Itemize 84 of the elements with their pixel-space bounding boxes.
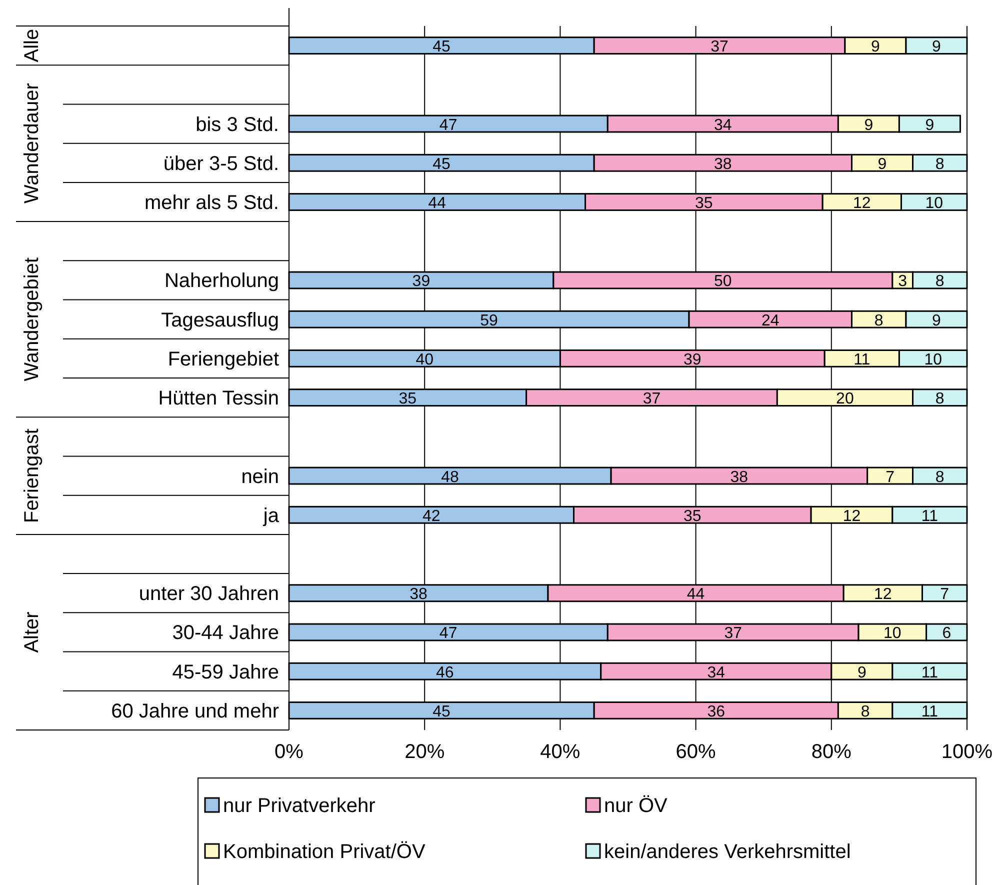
- y-tick-label: ja: [262, 504, 280, 527]
- data-label: 8: [935, 390, 944, 408]
- data-label: 46: [436, 664, 454, 682]
- data-label: 12: [874, 586, 892, 604]
- data-label: 39: [684, 351, 702, 368]
- text: Alter: [21, 611, 43, 653]
- data-label: 36: [707, 703, 726, 720]
- legend-label: nur Privatverkehr: [223, 795, 376, 817]
- data-label: 35: [695, 195, 713, 212]
- data-label: 37: [724, 625, 742, 642]
- y-tick-label: 30-44 Jahre: [172, 622, 279, 644]
- data-label: 34: [707, 664, 726, 682]
- data-label: 9: [878, 156, 887, 173]
- legend-label: kein/anderes Verkehrsmittel: [604, 841, 851, 863]
- x-tick-label: 80%: [811, 741, 852, 763]
- data-label: 9: [871, 38, 880, 56]
- data-label: 35: [684, 508, 702, 525]
- data-label: 37: [642, 390, 661, 408]
- text: Alle: [21, 28, 43, 62]
- data-label: 10: [925, 195, 944, 212]
- data-label: 47: [439, 116, 458, 134]
- data-label: 9: [925, 116, 934, 134]
- y-tick-label: mehr als 5 Std.: [144, 192, 279, 214]
- data-label: 7: [886, 468, 895, 486]
- text: Wandergebiet: [21, 257, 43, 382]
- data-label: 45: [432, 38, 451, 56]
- data-label: 9: [864, 116, 874, 134]
- data-label: 11: [921, 508, 938, 525]
- y-tick-label: Hütten Tessin: [158, 388, 279, 410]
- y-tick-label: 45-59 Jahre: [172, 661, 279, 684]
- data-label: 6: [942, 625, 952, 642]
- data-label: 37: [710, 38, 729, 56]
- data-label: 10: [884, 625, 902, 642]
- x-tick-label: 40%: [540, 741, 580, 763]
- data-label: 8: [935, 273, 944, 290]
- data-label: 7: [940, 586, 950, 604]
- data-label: 44: [428, 195, 446, 212]
- data-label: 12: [853, 195, 871, 212]
- data-label: 8: [935, 156, 944, 173]
- data-label: 11: [921, 664, 938, 682]
- data-label: 10: [924, 351, 942, 368]
- y-tick-label: unter 30 Jahren: [138, 583, 279, 606]
- y-tick-label: 60 Jahre und mehr: [111, 700, 280, 722]
- legend-label: Kombination Privat/ÖV: [223, 841, 426, 863]
- y-tick-label: über 3-5 Std.: [163, 152, 279, 175]
- data-label: 38: [714, 156, 732, 173]
- data-label: 44: [686, 586, 705, 604]
- legend-label: nur ÖV: [604, 795, 668, 817]
- data-label: 20: [836, 390, 854, 408]
- data-label: 50: [714, 273, 732, 290]
- text: Feriengast: [21, 428, 43, 524]
- data-label: 9: [932, 312, 942, 330]
- y-tick-label: nein: [241, 466, 279, 488]
- data-label: 48: [441, 468, 460, 486]
- y-tick-label: bis 3 Std.: [196, 114, 279, 136]
- data-label: 11: [921, 703, 938, 720]
- data-label: 8: [860, 703, 870, 720]
- data-label: 42: [422, 508, 440, 525]
- data-label: 34: [714, 116, 732, 134]
- data-label: 35: [398, 390, 417, 408]
- data-label: 3: [898, 273, 908, 290]
- data-label: 24: [761, 312, 780, 330]
- data-label: 12: [842, 508, 861, 525]
- data-label: 8: [874, 312, 884, 330]
- text: Wanderdauer: [21, 82, 43, 204]
- data-label: 38: [410, 586, 428, 604]
- data-label: 47: [439, 625, 458, 642]
- data-label: 38: [730, 468, 748, 486]
- y-tick-label: Feriengebiet: [168, 348, 280, 370]
- data-label: 45: [432, 156, 451, 173]
- x-tick-label: 100%: [941, 741, 993, 763]
- data-label: 39: [412, 273, 430, 290]
- x-tick-label: 20%: [404, 741, 445, 763]
- x-tick-label: 0%: [274, 741, 304, 763]
- y-tick-label: Naherholung: [164, 270, 279, 292]
- data-label: 9: [857, 664, 866, 682]
- data-label: 11: [854, 351, 870, 368]
- data-label: 9: [932, 38, 942, 56]
- data-label: 45: [432, 703, 451, 720]
- data-label: 59: [480, 312, 498, 330]
- y-tick-label: Tagesausflug: [161, 309, 279, 332]
- data-label: 40: [416, 351, 434, 368]
- x-tick-label: 60%: [676, 741, 716, 763]
- data-label: 8: [935, 468, 944, 486]
